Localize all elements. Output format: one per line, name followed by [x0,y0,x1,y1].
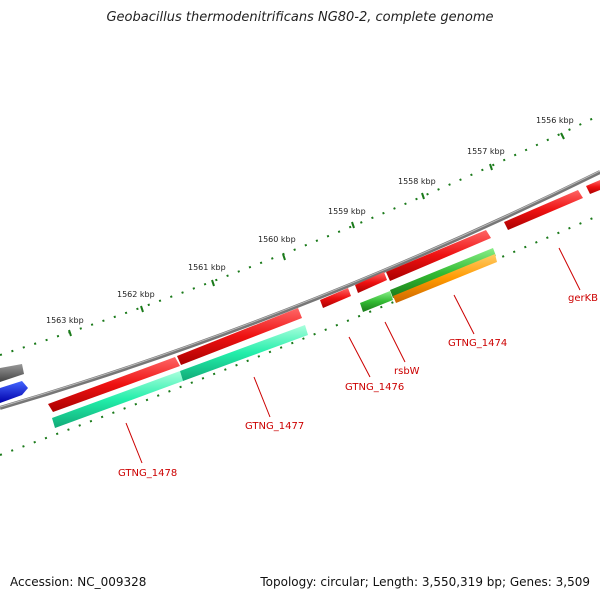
leader-gtng-1476 [348,336,371,378]
tick-label-1563: 1563 kbp [46,316,84,325]
tick-1556 [560,132,565,140]
tick-1559 [351,221,355,229]
grey-gene-partial [0,364,24,382]
tick-1560 [282,253,286,261]
gene-gtng-1474-green [390,248,496,298]
leader-gtng-1474 [453,294,475,335]
leader-gtng-1477 [253,376,271,418]
gene-leader-lines [125,247,581,464]
tick-label-1556: 1556 kbp [536,116,574,125]
gene-gtng-1478-forward [48,357,180,412]
tick-1557 [489,163,493,171]
tick-label-1559: 1559 kbp [328,207,366,216]
accession-text: Accession: NC_009328 [10,575,147,589]
gene-gtng-1477 [180,325,308,381]
gene-gtng-1478 [52,371,183,428]
genome-summary-text: Topology: circular; Length: 3,550,319 bp… [260,575,590,589]
tick-label-1558: 1558 kbp [398,177,436,186]
gene-label-gtng-1474: GTNG_1474 [448,338,507,349]
leader-gerkb [558,247,581,291]
leader-rsbw [384,321,406,363]
tick-1558 [421,192,425,200]
tick-1561 [211,279,215,287]
tick-label-1562: 1562 kbp [117,290,155,299]
gene-label-rsbw: rsbW [394,366,420,377]
tick-label-1557: 1557 kbp [467,147,505,156]
tick-label-1561: 1561 kbp [188,263,226,272]
major-ticks [68,132,565,337]
gene-red-edge [586,180,600,194]
gene-gtng-1476 [320,288,351,308]
tick-label-1560: 1560 kbp [258,235,296,244]
gene-label-gtng-1476: GTNG_1476 [345,382,404,393]
map-title: Geobacillus thermodenitrificans NG80-2, … [106,10,494,25]
tick-1562 [140,305,144,313]
gene-rsbw [360,291,393,312]
gene-label-gtng-1477: GTNG_1477 [245,421,304,432]
genome-backbone [0,170,600,410]
gene-red-small [355,272,387,293]
gene-gtng-1477-forward [177,308,302,365]
gene-gerkb [504,190,583,230]
tick-1563 [68,329,72,337]
gene-gtng-1474 [393,254,497,303]
outer-tick-track [0,114,600,356]
gene-red-mid [386,230,491,281]
gene-label-gtng-1478: GTNG_1478 [118,468,177,479]
leader-gtng-1478 [125,422,143,464]
blue-gene-partial [0,381,28,403]
gene-label-gerkb: gerKB [568,293,598,304]
